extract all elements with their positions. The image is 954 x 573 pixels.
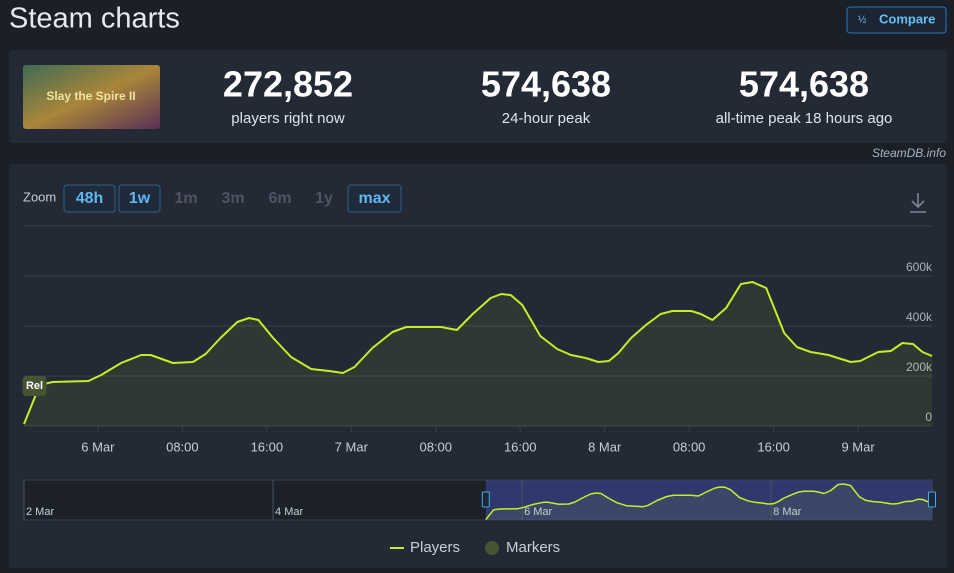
navigator-handle[interactable] [481,491,490,508]
line [23,281,933,425]
navigator-tick-label: 6 Mar [524,506,552,518]
x-tick-label: 9 Mar [841,439,875,454]
stat-label: 24-hour peak [502,110,591,127]
y-tick-label: 0 [925,410,932,424]
download-icon[interactable] [910,193,926,213]
zoom-button[interactable] [118,184,161,213]
compare-label[interactable]: Compare [879,11,935,26]
marker-label: Rel [26,380,43,392]
zoom-button[interactable] [63,184,116,213]
stats-panel [9,50,947,143]
legend-marker [485,541,499,555]
y-tick-label: 600k [906,260,933,274]
zoom-label: Zoom [23,189,56,204]
marker [22,376,47,396]
credit: SteamDB.info [872,146,946,160]
zoom-button-label: 3m [221,190,244,207]
navigator-tick-label: 2 Mar [26,506,54,518]
zoom-button-label[interactable]: max [358,190,390,207]
y-tick-label: 200k [906,360,933,374]
zoom-button-label: 6m [268,190,291,207]
navigator-tick-label: 8 Mar [773,506,801,518]
compare-button[interactable] [846,6,947,34]
x-tick-label: 08:00 [166,439,199,454]
game-image-title: Slay the Spire II [46,89,135,103]
game-image [23,65,160,129]
line [485,483,933,520]
navigator-tick-label: 4 Mar [275,506,303,518]
legend-label[interactable]: Markers [506,539,560,556]
x-tick-label: 16:00 [504,439,537,454]
zoom-button-label[interactable]: 1w [129,190,151,207]
zoom-button-label[interactable]: 48h [76,190,104,207]
stat-value: 574,638 [739,64,869,105]
area [24,282,932,426]
compare-icon: ½ [858,15,867,26]
stat-value: 272,852 [223,64,353,105]
x-tick-label: 7 Mar [335,439,369,454]
page-title: Steam charts [9,3,180,35]
x-tick-label: 08:00 [673,439,706,454]
navigator-selection [485,480,932,520]
zoom-button-label: 1m [174,190,197,207]
stat-label: players right now [231,110,345,127]
x-tick-label: 6 Mar [81,439,115,454]
navigator-handle[interactable] [928,491,936,508]
zoom-button-label: 1y [315,190,333,207]
x-tick-label: 16:00 [251,439,284,454]
y-tick-label: 400k [906,310,933,324]
stat-label: all-time peak 18 hours ago [716,110,893,127]
x-tick-label: 08:00 [419,439,452,454]
x-tick-label: 8 Mar [588,439,622,454]
zoom-button[interactable] [347,184,402,213]
chart-panel [9,164,947,573]
x-tick-label: 16:00 [757,439,790,454]
stat-value: 574,638 [481,64,611,105]
legend-label[interactable]: Players [410,539,460,556]
